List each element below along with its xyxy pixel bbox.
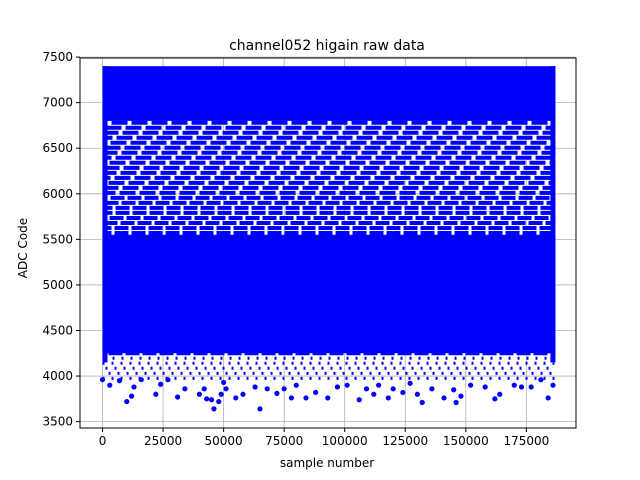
data-point bbox=[218, 391, 224, 397]
data-point bbox=[257, 406, 263, 412]
data-point bbox=[252, 384, 258, 390]
data-point bbox=[138, 377, 144, 383]
data-point bbox=[414, 391, 420, 397]
y-tick-label: 4000 bbox=[42, 369, 73, 383]
x-tick-label: 175000 bbox=[503, 434, 549, 448]
data-point bbox=[407, 380, 413, 386]
data-point bbox=[371, 391, 377, 397]
chart-title: channel052 higain raw data bbox=[229, 38, 425, 54]
y-axis-ticks: 3500 4000 4500 5000 5500 6000 6500 7000 7500 bbox=[42, 50, 80, 429]
data-point bbox=[385, 395, 391, 401]
data-point bbox=[128, 393, 135, 399]
dense-bands bbox=[102, 66, 556, 380]
y-tick-label: 6000 bbox=[42, 187, 73, 201]
data-point bbox=[356, 397, 362, 403]
data-point bbox=[153, 391, 159, 397]
x-axis-label: sample number bbox=[280, 456, 374, 470]
data-point bbox=[201, 386, 207, 392]
data-point bbox=[175, 394, 181, 400]
data-point bbox=[281, 386, 287, 392]
data-point bbox=[344, 382, 350, 388]
x-tick-label: 50000 bbox=[205, 434, 243, 448]
data-point bbox=[545, 395, 551, 401]
y-tick-label: 6500 bbox=[42, 141, 73, 155]
x-tick-label: 125000 bbox=[382, 434, 428, 448]
y-tick-label: 5000 bbox=[42, 278, 73, 292]
data-point bbox=[376, 382, 382, 388]
data-point bbox=[325, 395, 331, 401]
y-tick-label: 7000 bbox=[42, 96, 73, 110]
dense-band-upper bbox=[102, 66, 556, 121]
y-tick-label: 4500 bbox=[42, 323, 73, 337]
data-point bbox=[116, 378, 123, 384]
data-point bbox=[216, 398, 222, 405]
data-point bbox=[131, 384, 137, 390]
data-point bbox=[482, 384, 488, 390]
data-point bbox=[528, 384, 534, 390]
data-point bbox=[497, 391, 503, 397]
data-point bbox=[288, 395, 295, 401]
data-point bbox=[196, 391, 202, 397]
x-tick-label: 25000 bbox=[144, 434, 182, 448]
data-point bbox=[293, 382, 299, 388]
data-point bbox=[538, 377, 544, 383]
right-edge-column bbox=[550, 66, 556, 363]
dense-band-core bbox=[102, 234, 556, 354]
x-tick-label: 0 bbox=[99, 434, 107, 448]
y-tick-label: 3500 bbox=[42, 415, 73, 429]
y-tick-label: 7500 bbox=[42, 50, 73, 64]
data-point bbox=[451, 387, 457, 393]
data-point bbox=[221, 379, 227, 386]
data-point bbox=[223, 386, 229, 392]
data-point bbox=[518, 384, 525, 390]
data-point bbox=[182, 386, 188, 392]
data-point bbox=[419, 399, 425, 406]
data-point bbox=[492, 396, 498, 402]
data-point bbox=[303, 395, 309, 401]
data-point bbox=[124, 398, 130, 405]
data-point bbox=[441, 395, 447, 401]
data-point bbox=[165, 377, 171, 383]
data-point bbox=[107, 382, 113, 388]
data-point bbox=[453, 399, 459, 406]
y-tick-label: 5500 bbox=[42, 232, 73, 246]
x-tick-label: 100000 bbox=[322, 434, 368, 448]
x-tick-label: 150000 bbox=[443, 434, 489, 448]
data-point bbox=[99, 377, 106, 383]
data-point bbox=[511, 382, 517, 388]
plot-frame bbox=[79, 57, 577, 429]
data-point bbox=[363, 386, 370, 392]
left-edge-column bbox=[102, 66, 108, 363]
data-point bbox=[468, 382, 474, 388]
data-point bbox=[158, 381, 164, 387]
y-axis-label: ADC Code bbox=[16, 218, 30, 278]
x-tick-label: 75000 bbox=[265, 434, 303, 448]
data-point bbox=[313, 389, 319, 396]
data-point bbox=[458, 393, 464, 399]
x-axis-ticks: 0 25000 50000 75000 100000 125000 150000 175000 bbox=[99, 428, 549, 448]
data-point bbox=[400, 389, 406, 396]
data-point bbox=[233, 395, 239, 401]
data-point bbox=[429, 386, 435, 392]
data-point bbox=[274, 390, 280, 396]
data-point bbox=[334, 384, 341, 390]
data-point bbox=[550, 382, 556, 388]
data-point bbox=[208, 397, 215, 403]
data-point bbox=[204, 396, 210, 402]
data-point bbox=[264, 386, 270, 392]
data-point bbox=[390, 386, 396, 392]
outlier-points bbox=[99, 377, 556, 412]
data-point bbox=[211, 406, 217, 412]
data-point bbox=[240, 391, 246, 397]
